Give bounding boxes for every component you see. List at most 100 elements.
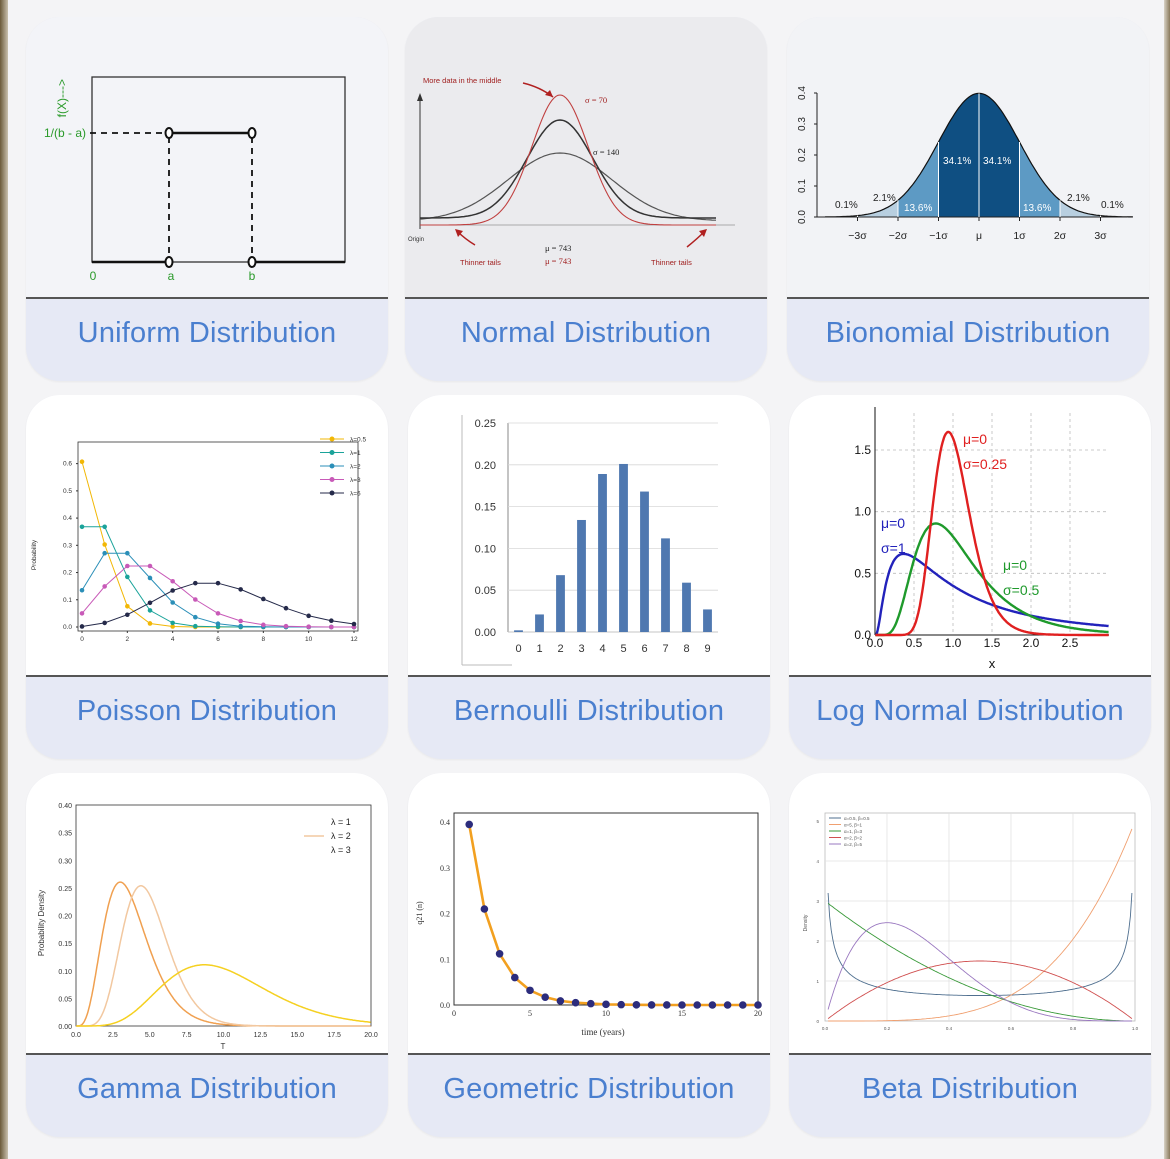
card-divider (789, 675, 1151, 677)
gamma-y-tick-label: 0.00 (58, 1024, 72, 1031)
poisson-point (351, 621, 357, 627)
poisson-series-line (81, 461, 354, 628)
gamma-curve (76, 881, 371, 1027)
poisson-point (215, 611, 221, 616)
geometric-point (723, 1001, 732, 1009)
poisson-point (193, 614, 198, 620)
bernoulli-y-tick-label: 0.20 (475, 460, 496, 472)
poisson-point (147, 621, 153, 626)
normal-origin-label: Origin (408, 237, 424, 243)
poisson-point (215, 580, 221, 586)
poisson-x-tick-label: 4 (171, 636, 175, 643)
uniform-x-label-b: b (249, 269, 256, 283)
gamma-ylabel: Probability Density (37, 890, 46, 956)
gamma-x-tick-label: 12.5 (254, 1032, 268, 1039)
poisson-point (170, 578, 175, 584)
gamma-y-tick-label: 0.30 (58, 858, 72, 865)
poisson-point (125, 574, 130, 580)
normal-annotation-arrowhead-top (545, 90, 553, 97)
gamma-x-tick-label: 15.0 (290, 1032, 304, 1039)
beta-curve (827, 922, 1132, 1022)
poisson-point (261, 622, 266, 628)
uniform-open-point-b-bottom (247, 256, 257, 268)
binomial-x-tick-label: −3σ (848, 230, 867, 242)
card-title-bionomial: Bionomial Distribution (825, 317, 1111, 349)
bernoulli-bar (577, 519, 586, 632)
binomial-pct-0: 0.1% (835, 200, 858, 211)
uniform-chart-panel: f(X)---> 1/(b - a) 0 a b (26, 17, 388, 297)
normal-curve-sigma-70-red (420, 94, 716, 226)
poisson-legend-label: λ=0.5 (350, 437, 366, 444)
beta-chart-panel: Density 0 1 2 3 4 5 0.0 0.2 0.4 0.6 0.8 1.0 α=0.5, β… (789, 773, 1151, 1053)
poisson-legend-marker (329, 436, 335, 442)
gamma-x-tick-label: 17.5 (327, 1032, 341, 1039)
geometric-point (647, 1001, 656, 1009)
poisson-legend-label: λ=1 (350, 450, 361, 457)
beta-legend-label: α=2, β=5 (844, 842, 862, 847)
binomial-pct-1: 2.1% (873, 193, 896, 204)
normal-chart-panel: More data in the middle σ = 70 σ = 140 O… (405, 17, 767, 297)
card-log-normal-distribution: x μ=0 σ=0.25 μ=0 σ=1 μ=0 σ=0.5 0.0 0.5 1.0… (789, 395, 1151, 759)
poisson-point (125, 550, 130, 556)
geometric-y-tick-label: 0.2 (440, 910, 450, 919)
lognormal-label-blue-sigma: σ=1 (881, 540, 906, 556)
geometric-ylabel: q21 (n) (415, 901, 424, 925)
poisson-point (170, 600, 175, 605)
lognormal-x-tick-label: 2.0 (1023, 636, 1040, 650)
card-title-log-normal: Log Normal Distribution (816, 695, 1124, 727)
beta-x-tick-label: 0.4 (946, 1026, 953, 1031)
normal-tail-right-label: Thinner tails (651, 258, 692, 267)
uniform-plot-frame (91, 76, 346, 263)
poisson-chart-panel: Probability 0.0 0.1 0.2 0.3 0.4 0.5 0.6 0 2 4 6 8 10… (26, 395, 388, 675)
gamma-y-tick-label: 0.35 (58, 831, 72, 838)
lognormal-label-red-sigma: σ=0.25 (963, 456, 1007, 472)
gamma-y-tick-label: 0.15 (58, 941, 72, 948)
bernoulli-x-tick-label: 2 (557, 643, 563, 655)
poisson-series-line (81, 565, 354, 628)
poisson-y-tick-label: 0.2 (63, 570, 72, 577)
poisson-y-tick-label: 0.6 (63, 461, 72, 468)
bernoulli-x-tick-label: 4 (599, 643, 605, 655)
lognormal-y-tick-label: 0.0 (854, 628, 871, 642)
poisson-point (125, 612, 130, 618)
binomial-y-tick-label: 0.4 (797, 86, 808, 100)
geometric-point (556, 997, 565, 1005)
beta-x-tick-label: 0.6 (1008, 1026, 1015, 1031)
bernoulli-bar (661, 538, 670, 632)
binomial-x-tick-label: −1σ (929, 230, 948, 242)
normal-curve-sigma-140 (419, 152, 716, 221)
geometric-point (754, 1001, 762, 1009)
poisson-point (102, 524, 107, 530)
poisson-point (125, 563, 130, 569)
gamma-x-tick-label: 10.0 (217, 1032, 231, 1039)
bernoulli-x-tick-label: 1 (536, 643, 542, 655)
poisson-point (170, 624, 175, 629)
lognormal-x-tick-label: 0.0 (867, 636, 884, 650)
card-divider (408, 1053, 770, 1055)
normal-annotation-top: More data in the middle (423, 76, 501, 85)
poisson-x-tick-label: 10 (305, 636, 313, 643)
geometric-y-tick-label: 0.3 (440, 864, 450, 873)
poisson-point (238, 618, 243, 624)
left-frame-edge (0, 0, 8, 1159)
geometric-x-tick-label: 20 (754, 1009, 762, 1018)
normal-curve-sigma-70-dark (420, 119, 716, 219)
card-gamma-distribution: Probability Density T 0.00 0.05 0.10 0.15 0.… (26, 773, 388, 1137)
beta-y-tick-label: 5 (816, 819, 819, 824)
uniform-open-point-a-top (164, 127, 174, 139)
bernoulli-y-tick-label: 0.25 (475, 418, 496, 430)
geometric-y-tick-label: 0.0 (440, 1001, 450, 1010)
poisson-point (79, 624, 85, 629)
uniform-x-label-a: a (168, 269, 175, 283)
geometric-point (663, 1001, 671, 1009)
geometric-chart-panel: q21 (n) time (years) 0.0 0.1 0.2 0.3 0.4 0 5 10… (408, 773, 770, 1053)
gamma-xlabel: T (221, 1042, 226, 1051)
poisson-point (79, 524, 85, 530)
normal-sigma-70-label: σ = 70 (585, 95, 607, 105)
bernoulli-x-tick-label: 9 (704, 643, 710, 655)
card-title-gamma: Gamma Distribution (77, 1073, 337, 1105)
geometric-chart: q21 (n) time (years) 0.0 0.1 0.2 0.3 0.4 0 5 10… (415, 812, 762, 1037)
card-title-normal: Normal Distribution (460, 317, 712, 349)
gamma-x-tick-label: 20.0 (364, 1032, 378, 1039)
poisson-point (215, 621, 221, 627)
